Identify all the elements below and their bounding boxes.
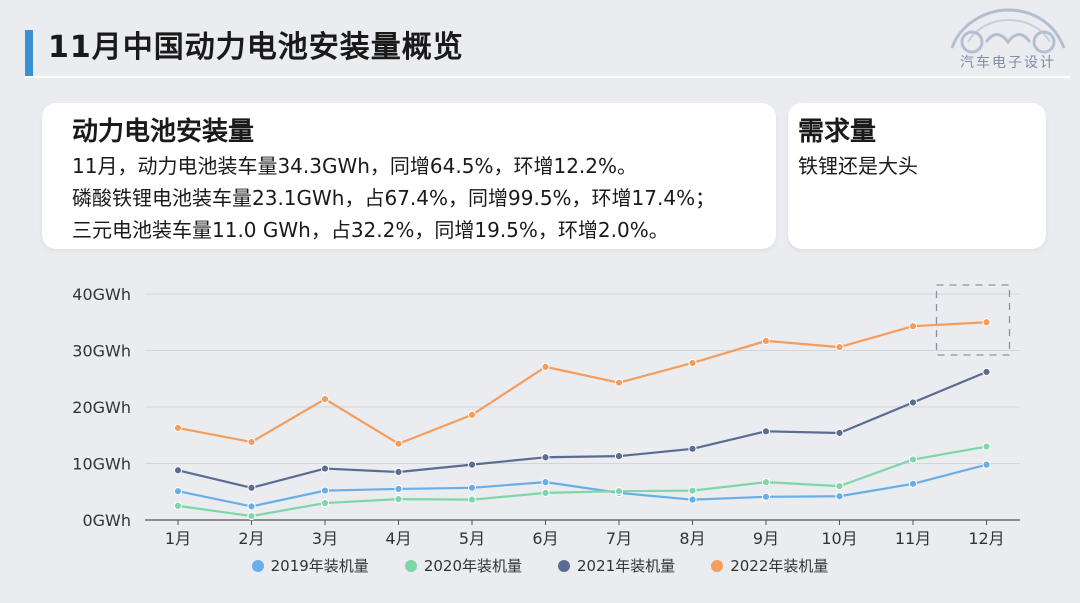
- data-point: [320, 486, 330, 495]
- x-tick-label: 9月: [753, 529, 779, 548]
- y-tick-label: 20GWh: [72, 398, 131, 417]
- legend-label: 2019年装机量: [270, 557, 369, 575]
- data-point: [982, 442, 991, 451]
- legend-marker-icon: [251, 559, 264, 572]
- page-title: 11月中国动力电池安装量概览: [48, 30, 464, 65]
- demand-card-title: 需求量: [798, 117, 877, 147]
- legend-item: 2021年装机量: [558, 555, 675, 576]
- data-point: [467, 460, 477, 469]
- legend-marker-icon: [404, 559, 417, 572]
- data-point: [541, 488, 550, 497]
- data-point: [394, 494, 403, 504]
- data-point: [761, 492, 771, 501]
- data-point: [908, 479, 918, 488]
- data-point: [835, 482, 844, 491]
- data-point: [467, 410, 477, 420]
- installation-line-lfp: 磷酸铁锂电池装车量23.1GWh，占67.4%，同增99.5%，环增17.4%；: [72, 186, 716, 210]
- data-point: [467, 495, 477, 504]
- data-point: [320, 394, 330, 404]
- x-tick-label: 10月: [821, 529, 857, 548]
- data-point: [541, 362, 550, 371]
- car-logo-icon: [950, 8, 1066, 54]
- data-point: [247, 483, 256, 492]
- data-point: [173, 501, 183, 510]
- data-point: [173, 487, 183, 496]
- data-point: [835, 492, 844, 501]
- data-point: [688, 495, 697, 504]
- x-tick-label: 7月: [606, 529, 632, 548]
- data-point: [688, 486, 697, 495]
- y-tick-label: 40GWh: [72, 285, 131, 304]
- data-point: [541, 453, 550, 462]
- x-tick-label: 1月: [165, 529, 191, 548]
- data-point: [761, 478, 771, 487]
- series-line-3: [177, 370, 987, 489]
- x-tick-label: 3月: [312, 529, 338, 548]
- data-point: [320, 498, 330, 508]
- data-point: [908, 455, 918, 464]
- installation-card-title: 动力电池安装量: [72, 117, 255, 147]
- data-point: [761, 336, 771, 345]
- data-point: [247, 437, 256, 447]
- x-tick-label: 2月: [238, 529, 264, 548]
- data-point: [982, 318, 991, 327]
- data-point: [835, 428, 844, 438]
- installation-card: 动力电池安装量 11月，动力电池装车量34.3GWh，同增64.5%，环增12.…: [42, 103, 776, 249]
- x-tick-label: 8月: [679, 529, 705, 548]
- legend-item: 2020年装机量: [404, 555, 522, 576]
- highlight-box: [935, 284, 1011, 356]
- installation-line-ternary: 三元电池装车量11.0 GWh，占32.2%，同增19.5%，环增2.0%。: [72, 218, 669, 242]
- series-line-2: [177, 445, 987, 518]
- title-accent-bar: [25, 30, 33, 78]
- data-point: [688, 358, 697, 368]
- data-point: [394, 467, 403, 477]
- data-point: [908, 322, 918, 331]
- installation-line-chart: 0GWh 10GWh 20GWh 30GWh 40GWh 1月 2月 3月 4月 5月 6月 7月 8月…: [72, 284, 1020, 548]
- series-line-4: [177, 321, 987, 445]
- data-point: [394, 439, 403, 448]
- data-point: [247, 502, 256, 511]
- data-point: [247, 511, 256, 521]
- data-point: [541, 478, 550, 487]
- legend-marker-icon: [711, 559, 724, 572]
- legend-item: 2019年装机量: [251, 555, 369, 576]
- demand-line: 铁锂还是大头: [798, 154, 918, 178]
- legend-label: 2022年装机量: [730, 557, 829, 575]
- data-point: [761, 427, 771, 436]
- series-line-1: [177, 463, 987, 508]
- data-point: [835, 343, 844, 352]
- data-point: [614, 452, 624, 461]
- x-tick-label: 6月: [532, 529, 558, 548]
- chart-legend: 2019年装机量 2020年装机量 2021年装机量 2022年装机量: [0, 555, 1080, 576]
- data-point: [173, 466, 183, 475]
- legend-marker-icon: [558, 559, 570, 572]
- legend-label: 2020年装机量: [423, 557, 522, 575]
- x-tick-label: 4月: [385, 529, 411, 548]
- data-point: [688, 444, 697, 453]
- data-point: [982, 460, 991, 469]
- x-tick-label: 12月: [968, 529, 1004, 548]
- x-tick-label: 5月: [459, 529, 485, 548]
- y-tick-label: 10GWh: [72, 455, 131, 474]
- legend-label: 2021年装机量: [577, 557, 676, 575]
- y-tick-label: 0GWh: [82, 511, 131, 530]
- data-point: [394, 484, 403, 494]
- y-tick-label: 30GWh: [72, 342, 131, 361]
- data-point: [908, 398, 918, 407]
- data-point: [982, 367, 991, 377]
- data-point: [320, 464, 330, 473]
- logo-text: 汽车电子设计: [960, 55, 1056, 71]
- data-point: [614, 378, 624, 387]
- data-point: [467, 483, 477, 492]
- header-divider: [25, 76, 1070, 78]
- data-point: [173, 423, 183, 433]
- x-tick-label: 11月: [895, 529, 931, 548]
- demand-card: 需求量 铁锂还是大头: [788, 103, 1046, 249]
- data-point: [614, 487, 624, 496]
- legend-item: 2022年装机量: [711, 555, 828, 576]
- installation-line-total: 11月，动力电池装车量34.3GWh，同增64.5%，环增12.2%。: [72, 154, 637, 178]
